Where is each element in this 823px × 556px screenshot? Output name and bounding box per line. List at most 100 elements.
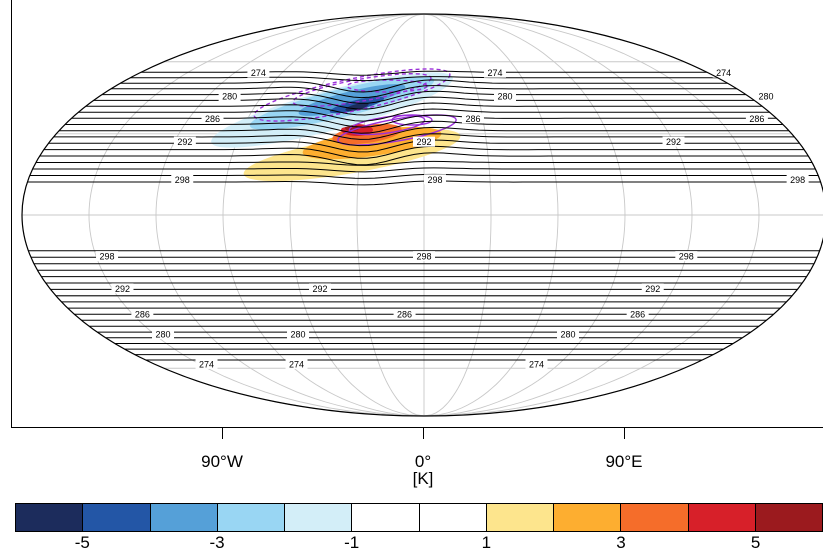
contour-label: 274: [199, 359, 214, 369]
contour-label-background: [111, 283, 134, 294]
anomaly-negative-contour-outer: [253, 68, 451, 122]
temperature-contour: [130, 76, 718, 82]
contour-label: 298: [175, 175, 190, 185]
units-label: [K]: [412, 469, 434, 488]
contour-label-background: [413, 136, 435, 147]
colorbar-segment: [217, 504, 285, 531]
contour-label-background: [745, 113, 768, 124]
temperature-contour: [43, 145, 805, 159]
contour-label-background: [712, 67, 735, 78]
contour-label: 280: [758, 91, 773, 101]
contour-label-background: [675, 251, 698, 262]
contour-label-background: [309, 283, 332, 294]
longitude-tick-label: 90°E: [605, 452, 643, 471]
temperature-contour: [102, 90, 746, 104]
colorbar-segment: [83, 504, 151, 531]
colorbar-label: -1: [344, 533, 360, 552]
anomaly-cold-navy: [345, 102, 369, 112]
colorbar-segment: [486, 504, 554, 531]
contour-label-background: [786, 174, 809, 185]
contour-label: 274: [251, 68, 266, 78]
temperature-contour: [59, 126, 789, 140]
contour-label-background: [556, 329, 579, 340]
colorbar-segment: [621, 504, 689, 531]
contour-label-background: [662, 136, 685, 147]
contour-label-background: [195, 358, 218, 369]
contour-label: 280: [290, 330, 305, 340]
contour-label-background: [201, 113, 224, 124]
contour-label: 274: [487, 68, 502, 78]
contour-label: 280: [497, 91, 512, 101]
contour-label: 298: [790, 175, 805, 185]
contour-label-background: [218, 90, 241, 101]
contour-label: 292: [645, 284, 660, 294]
colorbar-segment: [150, 504, 218, 531]
contour-label-background: [152, 329, 175, 340]
colorbar-label: 3: [616, 533, 626, 552]
contour-label-background: [461, 113, 484, 124]
temperature-contour: [120, 79, 728, 93]
colorbar-segment: [419, 504, 487, 531]
colorbar-label: -3: [209, 533, 225, 552]
contour-label: 292: [313, 284, 328, 294]
contour-label: 292: [666, 137, 681, 147]
map-outline: [21, 13, 823, 417]
contour-label-background: [285, 358, 308, 369]
contour-label-background: [483, 67, 506, 78]
longitude-tick-mark: [423, 428, 424, 439]
anomaly-positive-contour-outer: [337, 114, 457, 146]
contour-label: 286: [205, 114, 220, 124]
contour-label: 286: [465, 114, 480, 124]
colorbar-label: 1: [481, 533, 492, 552]
contour-label: 286: [749, 114, 764, 124]
colorbar: [15, 503, 823, 532]
contour-label: 274: [529, 359, 544, 369]
colorbar-segment: [16, 504, 84, 531]
contour-label: 292: [177, 137, 192, 147]
temperature-contour: [85, 102, 763, 116]
contour-labels: 274 274 274 280 280 280 286 286 286 292 292 292 298 2…: [96, 67, 809, 369]
contour-label: 298: [427, 175, 442, 185]
contour-label: 298: [100, 252, 115, 262]
contour-label: 280: [156, 330, 171, 340]
colorbar-segment: [755, 504, 822, 531]
contour-label-background: [171, 174, 194, 185]
map-projection: 274 274 274 280 280 280 286 286 286 292 292 292 298 2…: [21, 13, 823, 417]
contour-label: 298: [416, 252, 431, 262]
temperature-contour: [36, 160, 812, 166]
contour-label: 292: [115, 284, 130, 294]
longitude-tick-mark: [624, 428, 625, 439]
anomaly-positive-contour-mid: [348, 114, 426, 136]
contour-label: 286: [630, 310, 645, 320]
contour-label: 292: [416, 137, 431, 147]
temperature-contour: [93, 96, 755, 110]
temperature-contour: [71, 114, 777, 128]
anomaly-warm-orange: [302, 126, 442, 160]
contour-label: 274: [289, 359, 304, 369]
colorbar-label: 5: [750, 533, 761, 552]
contour-label-background: [493, 90, 516, 101]
temperature-contour: [65, 120, 783, 134]
temperature-contour: [78, 108, 770, 122]
contour-label-background: [96, 251, 119, 262]
contour-label-background: [423, 174, 446, 185]
anomaly-positive-contour-inner: [391, 114, 433, 126]
anomaly-negative-contour-mid: [292, 73, 432, 107]
contour-label: 286: [135, 310, 150, 320]
temperature-anomaly-shading: [211, 72, 461, 182]
contour-label: 274: [716, 68, 731, 78]
colorbar-label: -5: [74, 533, 90, 552]
map-panel: 274 274 274 280 280 280 286 286 286 292 292 292 298 2…: [11, 0, 823, 428]
contour-label-background: [173, 136, 196, 147]
temperature-contour: [39, 152, 809, 166]
contour-label-background: [287, 329, 310, 340]
longitude-tick-label: 90°W: [201, 452, 243, 471]
colorbar-segment: [285, 504, 353, 531]
contour-label-background: [641, 283, 664, 294]
temperature-contour: [111, 85, 737, 99]
contour-label-background: [525, 358, 548, 369]
colorbar-segment: [352, 504, 420, 531]
contour-label-background: [626, 309, 649, 320]
colorbar-segment: [554, 504, 622, 531]
temperature-contour: [32, 167, 816, 173]
